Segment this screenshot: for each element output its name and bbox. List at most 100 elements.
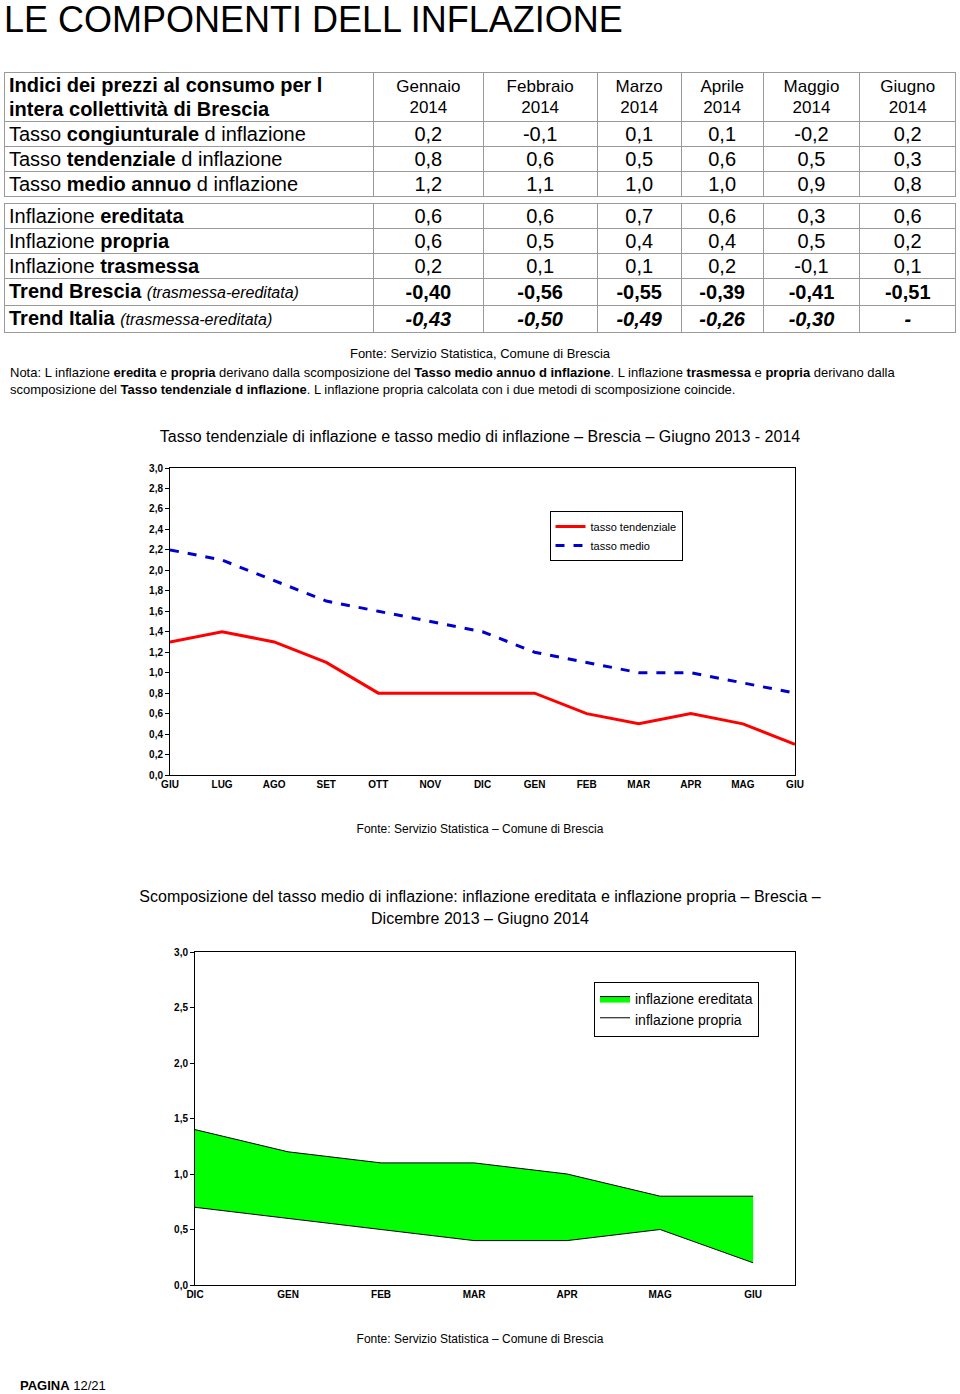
svg-text:2,0: 2,0 xyxy=(174,1058,188,1069)
html-text:1,0: 1,0 xyxy=(708,173,736,195)
html-text:0,7: 0,7 xyxy=(625,205,654,227)
svg-text:MAR: MAR xyxy=(627,779,651,790)
svg-text:1,2: 1,2 xyxy=(149,647,163,658)
html-text:0,3: 0,3 xyxy=(797,205,826,227)
html-text:Inflazione trasmessa: Inflazione trasmessa xyxy=(9,255,200,277)
html-text:0,2: 0,2 xyxy=(893,123,922,145)
svg-text:inflazione propria: inflazione propria xyxy=(635,1012,742,1028)
svg-text:OTT: OTT xyxy=(368,779,388,790)
html-text:0,2: 0,2 xyxy=(708,255,736,277)
svg-text:LUG: LUG xyxy=(212,779,233,790)
html-text:0,1: 0,1 xyxy=(526,255,554,277)
html-text:Inflazione propria: Inflazione propria xyxy=(9,230,170,252)
svg-text:APR: APR xyxy=(680,779,702,790)
html-text:0,6: 0,6 xyxy=(708,205,736,227)
svg-text:2,4: 2,4 xyxy=(149,524,163,535)
html-text:0,4: 0,4 xyxy=(708,230,736,252)
html-text:-0,1: -0,1 xyxy=(794,255,829,277)
html-text:0,5: 0,5 xyxy=(797,148,826,170)
svg-text:2,0: 2,0 xyxy=(149,565,163,576)
html-text:-0,40: -0,40 xyxy=(405,281,452,303)
svg-text:0,4: 0,4 xyxy=(149,729,163,740)
svg-text:SET: SET xyxy=(317,779,336,790)
html-text:1,1: 1,1 xyxy=(526,173,554,195)
html-text:0,1: 0,1 xyxy=(625,255,654,277)
svg-text:APR: APR xyxy=(557,1289,579,1300)
html-text:0,8: 0,8 xyxy=(414,148,443,170)
svg-text:1,4: 1,4 xyxy=(149,626,163,637)
html-text:0,4: 0,4 xyxy=(625,230,654,252)
svg-text:3,0: 3,0 xyxy=(149,463,163,474)
html-text:0,6: 0,6 xyxy=(526,205,554,227)
svg-text:DIC: DIC xyxy=(474,779,491,790)
html-text:-0,39: -0,39 xyxy=(699,281,745,303)
svg-text:GIU: GIU xyxy=(744,1289,762,1300)
svg-text:MAG: MAG xyxy=(731,779,755,790)
svg-text:2,5: 2,5 xyxy=(174,1002,188,1013)
svg-text:AGO: AGO xyxy=(263,779,286,790)
html-text:Tasso congiunturale d inflazio: Tasso congiunturale d inflazione xyxy=(9,123,306,145)
html-text:0,1: 0,1 xyxy=(708,123,736,145)
svg-text:2,2: 2,2 xyxy=(149,544,163,555)
html-text:-0,2: -0,2 xyxy=(794,123,829,145)
svg-text:1,0: 1,0 xyxy=(174,1169,188,1180)
html-text:1,2: 1,2 xyxy=(414,173,443,195)
svg-text:0,0: 0,0 xyxy=(174,1280,188,1291)
svg-text:FEB: FEB xyxy=(371,1289,391,1300)
html-text:0,1: 0,1 xyxy=(893,255,922,277)
svg-text:1,0: 1,0 xyxy=(149,667,163,678)
html-text:0,3: 0,3 xyxy=(893,148,922,170)
svg-text:2,8: 2,8 xyxy=(149,483,163,494)
svg-text:0,0: 0,0 xyxy=(149,770,163,781)
svg-text:GEN: GEN xyxy=(277,1289,299,1300)
html-text:Trend Italia(trasmessa-eredita: Trend Italia(trasmessa-ereditata) xyxy=(9,307,273,329)
html-text:LE COMPONENTI DELL INFLAZIONE: LE COMPONENTI DELL INFLAZIONE xyxy=(4,0,623,40)
html-text:0,6: 0,6 xyxy=(893,205,922,227)
svg-text:0,2: 0,2 xyxy=(149,749,163,760)
html-text:-0,55: -0,55 xyxy=(616,281,662,303)
html-text:Inflazione ereditata: Inflazione ereditata xyxy=(9,205,184,227)
svg-text:NOV: NOV xyxy=(420,779,442,790)
html-text:0,2: 0,2 xyxy=(414,255,443,277)
html-text:0,9: 0,9 xyxy=(797,173,826,195)
svg-text:GIU: GIU xyxy=(786,779,804,790)
svg-text:3,0: 3,0 xyxy=(174,947,188,958)
svg-text:0,5: 0,5 xyxy=(174,1224,188,1235)
svg-text:GIU: GIU xyxy=(161,779,179,790)
html-text:Tasso medio annuo d inflazione: Tasso medio annuo d inflazione xyxy=(9,173,298,195)
html-text:0,6: 0,6 xyxy=(526,148,554,170)
html-text:0,1: 0,1 xyxy=(625,123,654,145)
html-text:1,0: 1,0 xyxy=(625,173,654,195)
svg-text:1,5: 1,5 xyxy=(174,1113,188,1124)
html-text:Trend Brescia(trasmessa-eredit: Trend Brescia(trasmessa-ereditata) xyxy=(9,280,299,302)
svg-text:1,8: 1,8 xyxy=(149,585,163,596)
svg-text:MAR: MAR xyxy=(463,1289,487,1300)
html-text:0,5: 0,5 xyxy=(797,230,826,252)
html-text:0,6: 0,6 xyxy=(708,148,736,170)
svg-text:2,6: 2,6 xyxy=(149,503,163,514)
svg-text:0,8: 0,8 xyxy=(149,688,163,699)
html-text:Indici dei prezzi al consumo p: Indici dei prezzi al consumo per l inter… xyxy=(9,74,323,120)
html-text:0,2: 0,2 xyxy=(893,230,922,252)
html-text:-0,1: -0,1 xyxy=(522,123,558,145)
html-text:0,8: 0,8 xyxy=(893,173,922,195)
svg-text:GEN: GEN xyxy=(524,779,546,790)
html-text:0,5: 0,5 xyxy=(625,148,654,170)
html-text:-0,51: -0,51 xyxy=(884,281,931,303)
svg-text:1,6: 1,6 xyxy=(149,606,163,617)
svg-text:tasso medio: tasso medio xyxy=(591,540,650,552)
svg-text:tasso tendenziale: tasso tendenziale xyxy=(591,521,677,533)
html-text:0,6: 0,6 xyxy=(414,230,443,252)
html-text:Tasso tendenziale d inflazione: Tasso tendenziale d inflazione xyxy=(9,148,283,170)
svg-text:DIC: DIC xyxy=(186,1289,203,1300)
html-text:0,6: 0,6 xyxy=(414,205,443,227)
html-text:-0,41: -0,41 xyxy=(788,281,835,303)
svg-text:MAG: MAG xyxy=(648,1289,672,1300)
html-text:Nota: L inflazione eredita e p: Nota: L inflazione eredita e propria der… xyxy=(10,365,895,397)
html-text:-0,56: -0,56 xyxy=(517,281,563,303)
svg-text:0,6: 0,6 xyxy=(149,708,163,719)
html-text:0,5: 0,5 xyxy=(526,230,554,252)
html-text:0,2: 0,2 xyxy=(414,123,443,145)
svg-text:FEB: FEB xyxy=(577,779,597,790)
svg-text:inflazione ereditata: inflazione ereditata xyxy=(635,991,753,1007)
